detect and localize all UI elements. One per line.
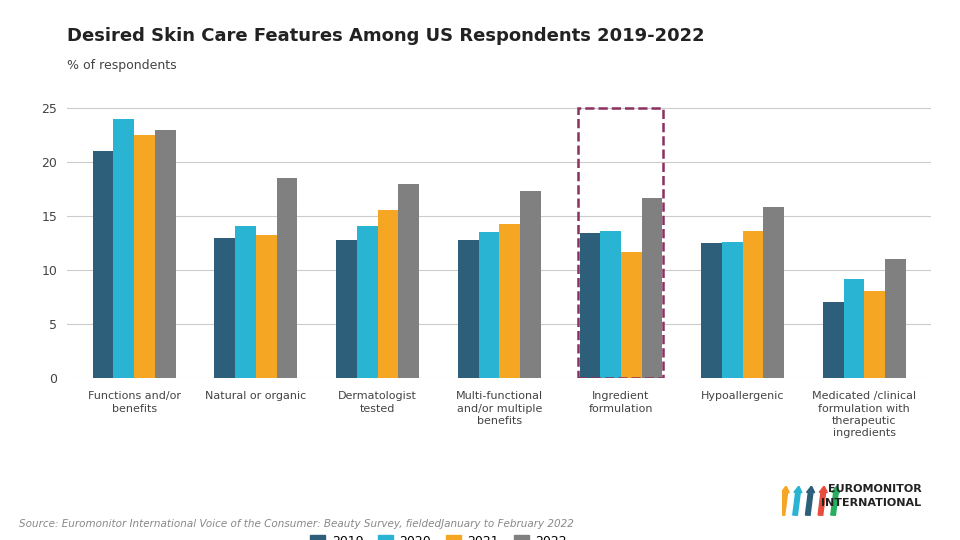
Bar — [600, 231, 621, 378]
Bar — [155, 130, 176, 378]
Legend: 2019, 2020, 2021, 2022: 2019, 2020, 2021, 2022 — [305, 530, 572, 540]
Bar — [864, 291, 885, 378]
Bar — [579, 108, 663, 378]
Bar — [722, 242, 743, 378]
Text: EUROMONITOR
INTERNATIONAL: EUROMONITOR INTERNATIONAL — [822, 484, 922, 508]
Bar — [398, 184, 419, 378]
Bar — [235, 226, 255, 378]
Bar — [93, 151, 113, 378]
Bar — [823, 302, 844, 378]
FancyArrow shape — [805, 486, 815, 515]
Bar — [336, 240, 357, 378]
Bar — [580, 233, 600, 378]
Bar — [763, 207, 784, 378]
Bar — [113, 119, 134, 378]
Bar — [478, 232, 499, 378]
FancyArrow shape — [793, 486, 802, 515]
Bar — [499, 224, 520, 378]
Bar — [641, 198, 662, 378]
Text: Source: Euromonitor International Voice of the Consumer: Beauty Survey, fieldedJ: Source: Euromonitor International Voice … — [19, 519, 574, 529]
Bar — [357, 226, 377, 378]
Bar — [621, 252, 641, 378]
FancyArrow shape — [830, 486, 840, 515]
Bar — [458, 240, 478, 378]
Bar — [520, 191, 540, 378]
Bar — [255, 235, 276, 378]
Bar — [701, 243, 722, 378]
Bar — [844, 279, 864, 378]
Text: Desired Skin Care Features Among US Respondents 2019-2022: Desired Skin Care Features Among US Resp… — [67, 27, 705, 45]
FancyArrow shape — [780, 486, 789, 515]
Text: % of respondents: % of respondents — [67, 59, 177, 72]
Bar — [885, 259, 905, 378]
Bar — [134, 135, 155, 378]
Bar — [377, 210, 398, 378]
Bar — [276, 178, 298, 378]
FancyArrow shape — [818, 486, 828, 515]
Bar — [214, 238, 235, 378]
Bar — [743, 231, 763, 378]
